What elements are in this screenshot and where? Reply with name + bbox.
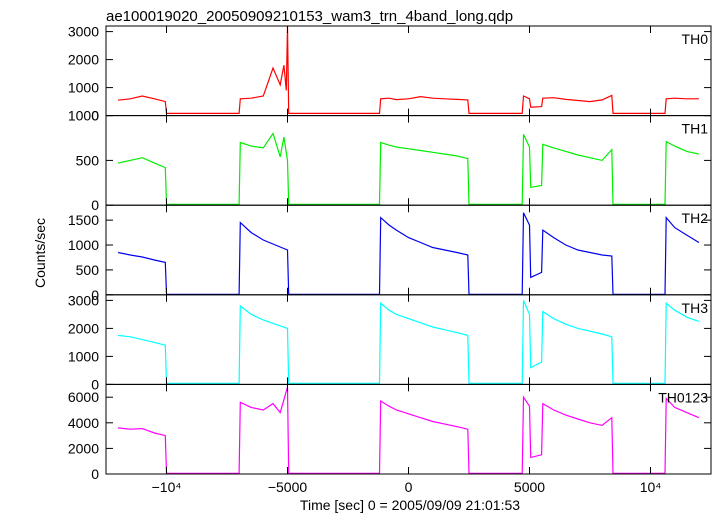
panel-label-th0: TH0	[682, 31, 709, 47]
panel-th3: 0 1000 2000 3000 TH3	[68, 292, 712, 392]
panel-label-th3: TH3	[682, 300, 709, 316]
y-tick-label: 4000	[68, 415, 99, 431]
y-tick-label: 0	[91, 466, 99, 482]
series-line-th2	[117, 212, 700, 295]
y-tick-label: 0	[91, 197, 99, 213]
series-line-th1	[117, 132, 700, 205]
y-tick-label: 1500	[68, 212, 99, 228]
x-tick-label: 5000	[514, 479, 545, 495]
panel-frame	[105, 294, 712, 385]
panel-frame	[105, 383, 712, 475]
y-tick-label: 2000	[68, 320, 99, 336]
panel-frame	[105, 25, 712, 117]
panel-th1: 0 500 1000 TH1	[68, 108, 712, 213]
y-axis-label: Counts/sec	[32, 218, 48, 288]
y-tick-label: 6000	[68, 389, 99, 405]
x-tick-label: 0	[405, 479, 413, 495]
y-tick-label: 2000	[68, 440, 99, 456]
x-axis: −10⁴ −5000 0 5000 10⁴	[152, 479, 662, 495]
panel-label-th0123: TH0123	[658, 389, 708, 405]
y-tick-label: 0	[91, 376, 99, 392]
y-tick-label: 1000	[68, 108, 99, 124]
chart-title: ae100019020_20050909210153_wam3_trn_4ban…	[106, 8, 513, 25]
y-tick-label: 3000	[68, 24, 99, 40]
y-tick-label: 500	[76, 152, 100, 168]
panel-label-th1: TH1	[682, 121, 709, 137]
panel-frame	[105, 204, 712, 296]
panel-label-th2: TH2	[682, 210, 709, 226]
x-tick-label: −10⁴	[152, 479, 182, 495]
y-tick-label: 1000	[68, 348, 99, 364]
y-tick-label: 3000	[68, 292, 99, 308]
panel-frame	[105, 115, 712, 206]
series-line-th0123	[118, 386, 700, 474]
y-tick-label: 1000	[68, 237, 99, 253]
x-tick-label: 10⁴	[640, 479, 662, 495]
y-tick-label: 0	[91, 287, 99, 303]
series-line-th0	[118, 25, 699, 114]
series-line-th3	[118, 300, 700, 384]
y-tick-label: 0	[91, 108, 99, 124]
y-tick-label: 1000	[68, 80, 99, 96]
x-axis-label: Time [sec] 0 = 2005/09/09 21:01:53	[300, 497, 520, 513]
y-tick-label: 2000	[68, 52, 99, 68]
panel-th2: 0 500 1000 1500 TH2	[68, 204, 712, 303]
y-tick-label: 500	[76, 262, 100, 278]
panel-th0123: 0 2000 4000 6000 TH0123	[68, 383, 712, 482]
x-tick-label: −5000	[268, 479, 308, 495]
